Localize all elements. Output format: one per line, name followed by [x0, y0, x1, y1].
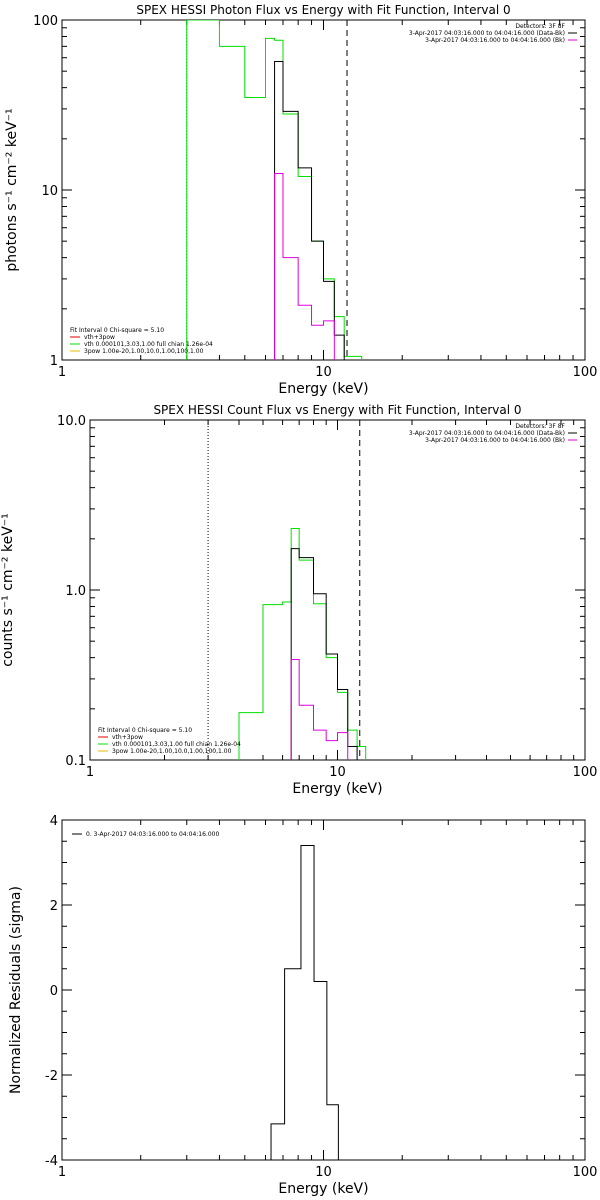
- y-tick-label: 1.0: [65, 584, 86, 599]
- chart-title: SPEX HESSI Photon Flux vs Energy with Fi…: [136, 3, 510, 17]
- y-axis-label: Normalized Residuals (sigma): [8, 886, 24, 1094]
- y-tick-label: 100: [33, 14, 58, 29]
- legend-entry: 3-Apr-2017 04:03:16.000 to 04:04:16.000 …: [425, 437, 565, 444]
- series-magenta-histogram: [290, 659, 349, 760]
- chart-title: SPEX HESSI Count Flux vs Energy with Fit…: [153, 403, 521, 417]
- legend-entry: vth 0.000101,3.03,1.00 full chian 1.26e-…: [112, 741, 241, 748]
- y-axis-label: counts s⁻¹ cm⁻² keV⁻¹: [0, 513, 16, 667]
- x-tick-label: 1: [86, 765, 94, 780]
- legend-entry: 3pow 1.00e-20,1.00,10.0,1.00,100,1.00: [84, 348, 204, 355]
- legend-entry: vth+3pow: [112, 734, 143, 741]
- y-axis-ticks: [90, 427, 585, 761]
- chart-panel-1: 1 10 100 0.1 1.0 10.0 SPEX HESSI Count Flux vs…: [0, 403, 597, 797]
- legend-entry: 3-Apr-2017 04:03:16.000 to 04:04:16.000 …: [409, 430, 565, 437]
- y-axis-ticks: [62, 819, 585, 1161]
- y-tick-label: 1: [50, 354, 58, 369]
- y-tick-label: 10.0: [57, 414, 86, 429]
- x-axis-label: Energy (keV): [292, 781, 382, 797]
- legend-entry: Fit Interval 0 Chi-square = 5.10: [98, 727, 192, 734]
- x-tick-label: 100: [573, 365, 598, 380]
- plot-frame: [89, 419, 586, 761]
- series-black-histogram: [290, 548, 358, 760]
- chart-panel-0: 1 10 100 1 10 100 SPEX HESSI Photon Flux vs En…: [4, 3, 597, 397]
- y-tick-label: 10: [41, 184, 58, 199]
- legend-entry: vth+3pow: [84, 334, 115, 341]
- legend-entry: vth 0.000101,3.03,1.00 full chian 1.26e-…: [84, 341, 213, 348]
- x-tick-label: 10: [329, 765, 346, 780]
- x-tick-label: 100: [573, 1165, 598, 1180]
- x-tick-label: 1: [58, 1165, 66, 1180]
- plot-frame: [61, 819, 586, 1161]
- legend-entry: Detectors: 3F 8F: [515, 423, 565, 430]
- y-tick-label: 4: [50, 814, 58, 829]
- y-axis-ticks: [62, 27, 585, 361]
- y-tick-label: -2: [45, 1069, 58, 1084]
- x-tick-label: 100: [573, 765, 598, 780]
- x-tick-label: 10: [315, 1165, 332, 1180]
- legend-entry: 3-Apr-2017 04:03:16.000 to 04:04:16.000 …: [409, 30, 565, 37]
- legend-entry: Detectors: 3F 8F: [515, 23, 565, 30]
- x-axis-label: Energy (keV): [278, 381, 368, 397]
- x-axis-label: Energy (keV): [278, 1181, 368, 1197]
- x-tick-label: 1: [58, 365, 66, 380]
- series-green-histogram: [238, 528, 367, 760]
- y-tick-label: -4: [45, 1154, 58, 1169]
- x-axis-ticks: [61, 820, 574, 1160]
- y-tick-label: 2: [50, 899, 58, 914]
- plot-frame: [61, 19, 586, 361]
- legend-entry: Fit Interval 0 Chi-square = 5.10: [70, 327, 164, 334]
- x-axis-ticks: [61, 20, 574, 360]
- legend-entry: 0. 3-Apr-2017 04:03:16.000 to 04:04:16.0…: [86, 831, 219, 838]
- chart-panel-2: 1 10 100 -4 -2 0 2 4 Energy (keV) Normalized Resi…: [8, 814, 597, 1197]
- series-magenta-histogram: [274, 173, 335, 360]
- x-tick-label: 10: [315, 365, 332, 380]
- legend-entry: 3-Apr-2017 04:03:16.000 to 04:04:16.000 …: [425, 37, 565, 44]
- x-axis-ticks: [89, 420, 575, 760]
- series-black-histogram: [274, 61, 345, 360]
- series-black-histogram: [270, 845, 339, 1160]
- y-tick-label: 0: [50, 984, 58, 999]
- y-tick-label: 0.1: [65, 754, 86, 769]
- legend-entry: 3pow 1.00e-20,1.00,10.0,1.00,100,1.00: [112, 748, 232, 755]
- y-axis-label: photons s⁻¹ cm⁻² keV⁻¹: [4, 108, 20, 271]
